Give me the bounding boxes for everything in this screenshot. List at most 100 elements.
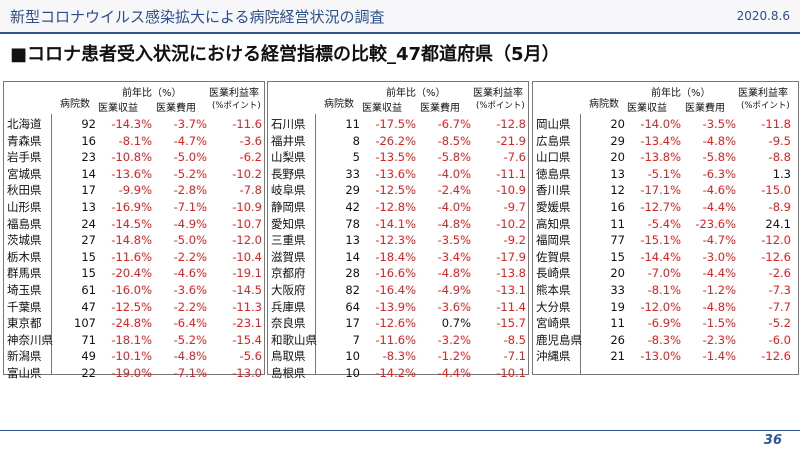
expense-change: -3.5% — [702, 117, 736, 131]
margin-change: -12.0 — [761, 233, 791, 248]
table-row: 香川県 12 -17.1% -4.6% -15.0 — [533, 182, 798, 199]
hospital-count: 47 — [81, 299, 96, 314]
expense-change: -4.8% — [437, 216, 471, 231]
hospital-count: 21 — [610, 349, 625, 364]
revenue-change: -12.8% — [375, 199, 416, 214]
prefecture-name: 神奈川県 — [7, 332, 53, 347]
hospital-count: 20 — [610, 150, 625, 165]
expense-change: -4.8% — [702, 299, 736, 314]
prefecture-name: 熊本県 — [536, 282, 571, 297]
prefecture-name: 高知県 — [536, 216, 571, 231]
margin-change: -15.7 — [496, 316, 526, 331]
expense-change: -3.7% — [173, 117, 207, 131]
prefecture-name: 山口県 — [536, 150, 571, 165]
table-row: 新潟県 49 -10.1% -4.8% -5.6 — [4, 348, 264, 365]
revenue-change: -8.3% — [647, 332, 681, 347]
table-row: 静岡県 42 -12.8% -4.0% -9.7 — [268, 199, 528, 216]
expense-change: -1.4% — [702, 349, 736, 364]
revenue-change: -16.0% — [111, 282, 152, 297]
hospital-count: 92 — [81, 117, 96, 131]
hospital-count: 15 — [610, 249, 625, 264]
prefecture-name: 長崎県 — [536, 266, 571, 281]
revenue-change: -14.0% — [640, 117, 681, 131]
expense-change: 0.7% — [441, 316, 471, 331]
margin-change: -7.8 — [239, 183, 262, 198]
margin-change: -10.9 — [232, 199, 262, 214]
hospital-count: 33 — [345, 166, 360, 181]
prefecture-name: 大分県 — [536, 299, 571, 314]
table-row: 島根県 10 -14.2% -4.4% -10.1 — [268, 365, 528, 382]
revenue-change: -10.8% — [111, 150, 152, 165]
col-yoy: 前年比（%） — [386, 88, 446, 99]
slide-title: 新型コロナウイルス感染拡大による病院経営状況の調査 — [10, 8, 385, 26]
table-body: 岡山県 20 -14.0% -3.5% -11.8 広島県 29 -13.4% -4.8% -9.… — [533, 116, 798, 365]
expense-change: -5.0% — [173, 150, 207, 165]
table-row: 佐賀県 15 -14.4% -3.0% -12.6 — [533, 249, 798, 266]
prefecture-name: 宮崎県 — [536, 316, 571, 331]
prefecture-name: 愛知県 — [271, 216, 306, 231]
margin-change: -7.3 — [768, 282, 791, 297]
prefecture-table-3: 病院数 前年比（%） 医業収益 医業費用 医業利益率 (%ポイント) 岡山県 20 -14.0%… — [532, 81, 799, 375]
expense-change: -1.2% — [702, 282, 736, 297]
revenue-change: -13.6% — [111, 166, 152, 181]
hospital-count: 17 — [345, 316, 360, 331]
revenue-change: -13.0% — [640, 349, 681, 364]
expense-change: -2.4% — [437, 183, 471, 198]
revenue-change: -8.1% — [118, 133, 152, 148]
margin-change: -15.0 — [761, 183, 791, 198]
table-row: 奈良県 17 -12.6% 0.7% -15.7 — [268, 315, 528, 332]
expense-change: -23.6% — [695, 216, 736, 231]
prefecture-name: 佐賀県 — [536, 249, 571, 264]
col-hospitals: 病院数 — [589, 99, 619, 110]
margin-change: -23.1 — [232, 316, 262, 331]
hospital-count: 29 — [345, 183, 360, 198]
table-body: 北海道 92 -14.3% -3.7% -11.6 青森県 16 -8.1% -4.7% -3.6… — [4, 116, 264, 382]
hospital-count: 20 — [610, 266, 625, 281]
margin-change: -15.4 — [232, 332, 262, 347]
col-expense: 医業費用 — [156, 103, 196, 114]
margin-change: -13.1 — [496, 282, 526, 297]
table-row: 滋賀県 14 -18.4% -3.4% -17.9 — [268, 249, 528, 266]
expense-change: -4.9% — [437, 282, 471, 297]
col-margin-unit: (%ポイント) — [476, 101, 525, 111]
expense-change: -8.5% — [437, 133, 471, 148]
table-row: 愛媛県 16 -12.7% -4.4% -8.9 — [533, 199, 798, 216]
prefecture-name: 山梨県 — [271, 150, 306, 165]
table-row: 徳島県 13 -5.1% -6.3% 1.3 — [533, 166, 798, 183]
col-margin-unit: (%ポイント) — [212, 101, 261, 111]
revenue-change: -7.0% — [647, 266, 681, 281]
revenue-change: -16.6% — [375, 266, 416, 281]
margin-change: -6.0 — [768, 332, 791, 347]
margin-change: -12.6 — [761, 349, 791, 364]
expense-change: -5.2% — [173, 166, 207, 181]
prefecture-name: 群馬県 — [7, 266, 42, 281]
prefecture-name: 青森県 — [7, 133, 42, 148]
margin-change: -9.7 — [503, 199, 526, 214]
col-revenue: 医業収益 — [362, 103, 402, 114]
expense-change: -4.4% — [702, 199, 736, 214]
hospital-count: 107 — [74, 316, 96, 331]
expense-change: -1.2% — [437, 349, 471, 364]
hospital-count: 7 — [352, 332, 360, 347]
revenue-change: -12.5% — [111, 299, 152, 314]
margin-change: 1.3 — [772, 166, 791, 181]
table-row: 埼玉県 61 -16.0% -3.6% -14.5 — [4, 282, 264, 299]
hospital-count: 12 — [610, 183, 625, 198]
col-hospitals: 病院数 — [324, 99, 354, 110]
column-separator — [315, 114, 316, 374]
revenue-change: -13.8% — [640, 150, 681, 165]
margin-change: -7.1 — [503, 349, 526, 364]
prefecture-name: 三重県 — [271, 233, 306, 248]
expense-change: -2.2% — [173, 249, 207, 264]
footer-divider — [0, 430, 800, 431]
expense-change: -3.6% — [437, 299, 471, 314]
prefecture-name: 宮城県 — [7, 166, 42, 181]
table-row: 山形県 13 -16.9% -7.1% -10.9 — [4, 199, 264, 216]
margin-change: -10.2 — [496, 216, 526, 231]
margin-change: -8.5 — [503, 332, 526, 347]
table-row: 熊本県 33 -8.1% -1.2% -7.3 — [533, 282, 798, 299]
prefecture-name: 和歌山県 — [271, 332, 317, 347]
prefecture-name: 鳥取県 — [271, 349, 306, 364]
table-row: 群馬県 15 -20.4% -4.6% -19.1 — [4, 265, 264, 282]
revenue-change: -5.4% — [647, 216, 681, 231]
